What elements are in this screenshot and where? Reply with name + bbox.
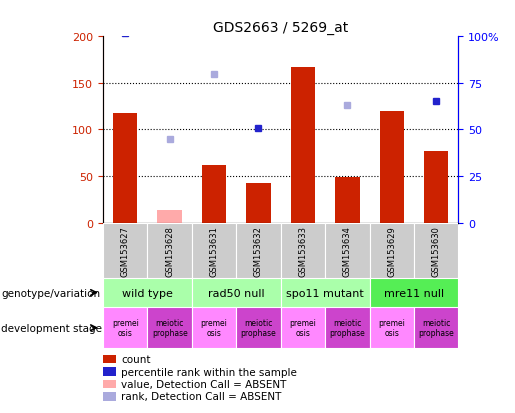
Bar (103, 368, 116, 376)
Text: GSM153628: GSM153628 (165, 225, 174, 276)
Text: meiotic
prophase: meiotic prophase (330, 318, 365, 337)
Text: genotype/variation: genotype/variation (1, 288, 100, 298)
Bar (103, 392, 116, 401)
Text: GSM153629: GSM153629 (387, 225, 396, 276)
Text: spo11 mutant: spo11 mutant (286, 288, 364, 298)
Bar (192, 308, 236, 348)
Bar (369, 223, 414, 279)
Text: GSM153633: GSM153633 (298, 225, 307, 276)
Bar (414, 308, 458, 348)
Text: wild type: wild type (122, 288, 173, 298)
Text: rad50 null: rad50 null (208, 288, 265, 298)
Text: meiotic
prophase: meiotic prophase (241, 318, 277, 337)
Bar (147, 223, 192, 279)
Bar (113, 114, 138, 223)
Bar (281, 308, 325, 348)
Bar (424, 152, 449, 223)
Text: percentile rank within the sample: percentile rank within the sample (121, 367, 297, 377)
Text: premei
osis: premei osis (289, 318, 316, 337)
Bar (246, 184, 271, 223)
Bar (192, 279, 281, 307)
Bar (202, 166, 226, 223)
Text: GSM153631: GSM153631 (210, 225, 218, 276)
Text: mre11 null: mre11 null (384, 288, 444, 298)
Bar (325, 223, 369, 279)
Bar (103, 380, 116, 388)
Bar (147, 308, 192, 348)
Text: value, Detection Call = ABSENT: value, Detection Call = ABSENT (121, 379, 286, 389)
Bar (103, 355, 116, 363)
Text: premei
osis: premei osis (379, 318, 405, 337)
Bar (335, 178, 359, 223)
Text: meiotic
prophase: meiotic prophase (418, 318, 454, 337)
Bar (380, 112, 404, 223)
Bar (103, 223, 147, 279)
Bar (103, 308, 147, 348)
Title: GDS2663 / 5269_at: GDS2663 / 5269_at (213, 21, 348, 35)
Bar (192, 223, 236, 279)
Bar (414, 223, 458, 279)
Text: GSM153634: GSM153634 (343, 225, 352, 276)
Text: premei
osis: premei osis (201, 318, 228, 337)
Bar (369, 308, 414, 348)
Bar (236, 308, 281, 348)
Bar (103, 279, 192, 307)
Bar (281, 279, 369, 307)
Text: premei
osis: premei osis (112, 318, 139, 337)
Text: rank, Detection Call = ABSENT: rank, Detection Call = ABSENT (121, 392, 281, 401)
Text: development stage: development stage (1, 323, 102, 333)
Text: count: count (121, 354, 150, 364)
Bar (290, 68, 315, 223)
Bar (325, 308, 369, 348)
Text: GSM153627: GSM153627 (121, 225, 130, 276)
Text: GSM153630: GSM153630 (432, 225, 441, 276)
Bar (158, 211, 182, 223)
Text: meiotic
prophase: meiotic prophase (152, 318, 187, 337)
Bar (236, 223, 281, 279)
Bar (281, 223, 325, 279)
Bar (369, 279, 458, 307)
Text: GSM153632: GSM153632 (254, 225, 263, 276)
